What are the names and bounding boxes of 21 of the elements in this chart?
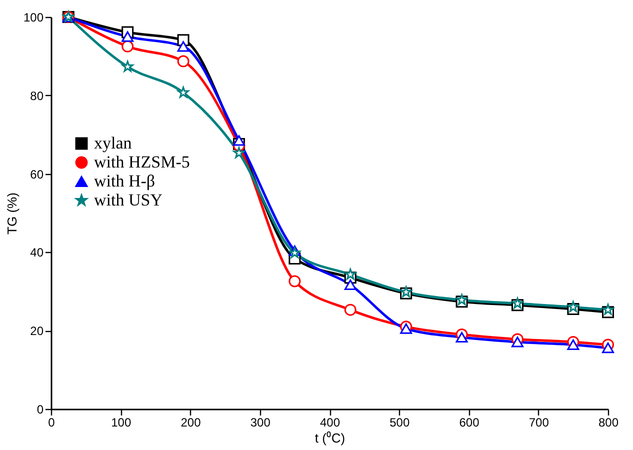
y-tick-label: 60 <box>30 167 44 182</box>
y-tick-label: 40 <box>30 246 44 260</box>
x-tick-label: 400 <box>320 416 340 430</box>
x-tick-label: 500 <box>390 416 410 430</box>
x-tick-label: 700 <box>528 416 550 430</box>
y-tick-label: 80 <box>30 88 44 103</box>
y-axis-title: TG (%) <box>4 192 20 234</box>
legend-label: xylan <box>94 134 132 152</box>
y-tick-label: 20 <box>30 324 44 338</box>
y-tick-label: 100 <box>23 10 44 24</box>
x-axis-title: t (⁰C) <box>314 430 346 446</box>
x-tick-label: 600 <box>459 416 480 430</box>
x-tick-label: 200 <box>180 416 202 430</box>
y-tick-label: 0 <box>36 402 44 416</box>
legend-label: with USY <box>94 190 162 210</box>
legend-label: with H-β <box>94 172 156 190</box>
x-tick-label: 0 <box>48 416 56 430</box>
x-tick-label: 300 <box>250 416 271 430</box>
legend-label: with HZSM-5 <box>94 152 190 172</box>
x-tick-label: 100 <box>111 416 132 430</box>
x-tick-label: 800 <box>598 416 619 430</box>
